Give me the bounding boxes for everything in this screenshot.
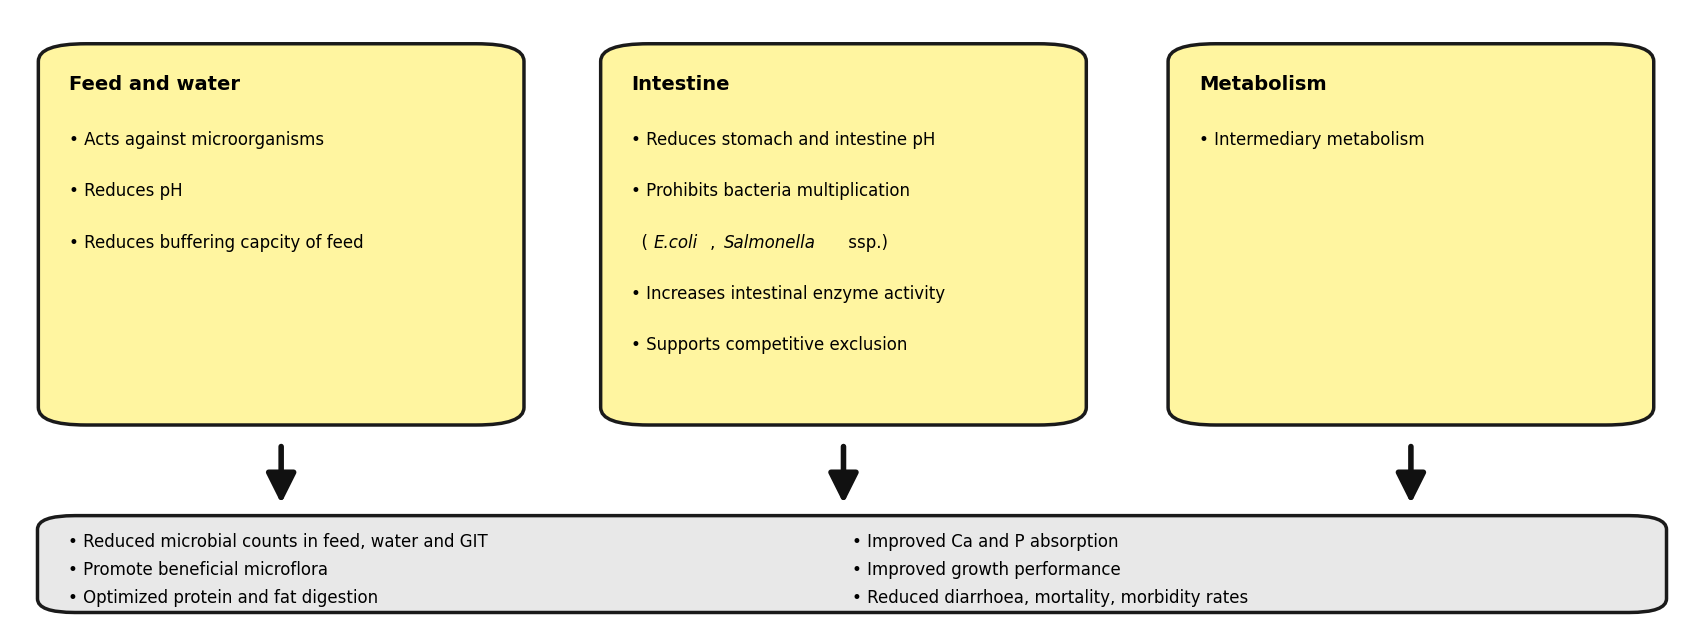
Text: • Reduces buffering capcity of feed: • Reduces buffering capcity of feed (70, 234, 363, 252)
Text: • Intermediary metabolism: • Intermediary metabolism (1200, 131, 1425, 149)
Text: ssp.): ssp.) (842, 234, 888, 252)
Text: • Promote beneficial microflora: • Promote beneficial microflora (68, 561, 329, 579)
FancyBboxPatch shape (37, 516, 1667, 612)
Text: • Reduces pH: • Reduces pH (70, 182, 182, 201)
FancyBboxPatch shape (602, 44, 1087, 425)
Text: • Optimized protein and fat digestion: • Optimized protein and fat digestion (68, 589, 378, 608)
Text: • Prohibits bacteria multiplication: • Prohibits bacteria multiplication (632, 182, 910, 201)
Text: Intestine: Intestine (632, 75, 729, 94)
Text: • Improved Ca and P absorption: • Improved Ca and P absorption (852, 533, 1118, 551)
Text: (: ( (632, 234, 648, 252)
Text: • Reduced diarrhoea, mortality, morbidity rates: • Reduced diarrhoea, mortality, morbidit… (852, 589, 1249, 608)
Text: • Reduces stomach and intestine pH: • Reduces stomach and intestine pH (632, 131, 935, 149)
Text: Salmonella: Salmonella (724, 234, 816, 252)
Text: • Improved growth performance: • Improved growth performance (852, 561, 1121, 579)
Text: ,: , (711, 234, 721, 252)
Text: • Reduced microbial counts in feed, water and GIT: • Reduced microbial counts in feed, wate… (68, 533, 487, 551)
Text: • Acts against microorganisms: • Acts against microorganisms (70, 131, 324, 149)
Text: E.coli: E.coli (653, 234, 697, 252)
Text: Feed and water: Feed and water (70, 75, 240, 94)
Text: • Increases intestinal enzyme activity: • Increases intestinal enzyme activity (632, 285, 946, 303)
Text: Metabolism: Metabolism (1200, 75, 1326, 94)
FancyBboxPatch shape (39, 44, 525, 425)
Text: • Supports competitive exclusion: • Supports competitive exclusion (632, 336, 908, 354)
FancyBboxPatch shape (1169, 44, 1653, 425)
